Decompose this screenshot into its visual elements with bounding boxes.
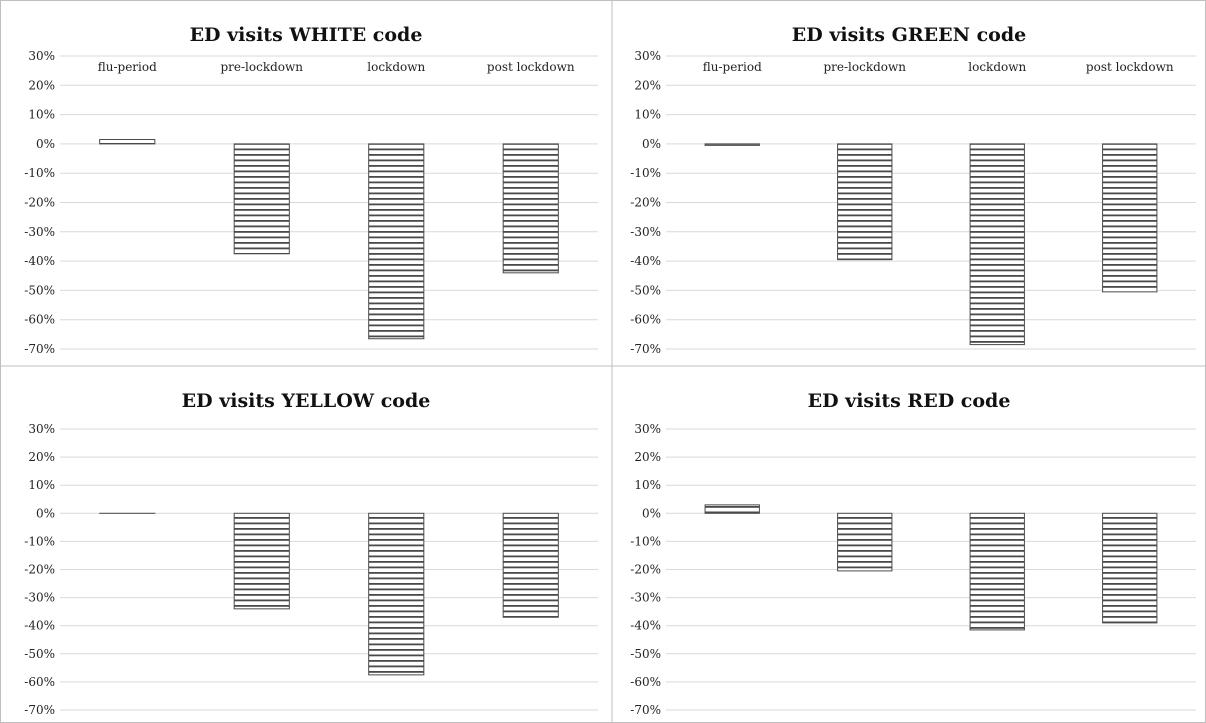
bar-post-lockdown: [502, 143, 559, 274]
chart-title: ED visits YELLOW code: [182, 390, 431, 412]
bar-lockdown: [368, 143, 425, 340]
y-tick-label: -30%: [24, 225, 55, 239]
category-label: pre-lockdown: [220, 60, 303, 74]
y-tick-label: 20%: [634, 450, 661, 464]
y-tick-label: -50%: [630, 283, 661, 297]
bar-flu-period: [99, 139, 156, 145]
y-tick-label: -30%: [24, 591, 55, 605]
y-tick-label: 10%: [634, 478, 661, 492]
y-tick-label: 0%: [36, 506, 55, 520]
y-tick-label: -70%: [630, 342, 661, 356]
y-tick-label: -10%: [24, 166, 55, 180]
y-tick-label: 30%: [634, 422, 661, 436]
y-tick-label: -30%: [630, 591, 661, 605]
chart-panel-3: ED visits YELLOW code 30% 20% 10% 0% -10% -20%…: [24, 390, 598, 717]
bar-flu-period: [704, 504, 760, 514]
y-tick-label: -10%: [630, 534, 661, 548]
y-tick-label: -20%: [630, 196, 661, 210]
y-tick-label: -20%: [24, 563, 55, 577]
y-tick-label: 0%: [642, 137, 661, 151]
bar-lockdown: [969, 143, 1025, 346]
bar-pre-lockdown: [837, 143, 893, 261]
y-tick-label: -20%: [24, 196, 55, 210]
y-tick-label: 20%: [634, 78, 661, 92]
bar-post-lockdown: [502, 512, 559, 618]
bar-pre-lockdown: [233, 143, 290, 255]
y-tick-label: 10%: [634, 108, 661, 122]
y-tick-label: -10%: [24, 534, 55, 548]
y-tick-label: 0%: [642, 506, 661, 520]
y-tick-label: 10%: [28, 478, 55, 492]
category-label: flu-period: [98, 60, 157, 74]
y-tick-label: 30%: [634, 49, 661, 63]
category-label: post lockdown: [1086, 60, 1174, 74]
y-tick-label: -60%: [630, 313, 661, 327]
y-tick-label: 30%: [28, 49, 55, 63]
y-tick-label: -10%: [630, 166, 661, 180]
category-label: post lockdown: [487, 60, 575, 74]
chart-title: ED visits WHITE code: [190, 24, 423, 46]
y-tick-label: -60%: [24, 675, 55, 689]
bar-post-lockdown: [1102, 512, 1158, 624]
y-tick-label: -40%: [24, 254, 55, 268]
y-tick-label: -70%: [630, 703, 661, 717]
y-tick-label: -60%: [24, 313, 55, 327]
bar-pre-lockdown: [233, 512, 290, 610]
y-tick-label: 0%: [36, 137, 55, 151]
bar-lockdown: [368, 512, 425, 676]
y-tick-label: -40%: [24, 619, 55, 633]
y-tick-label: -40%: [630, 254, 661, 268]
y-tick-label: -20%: [630, 563, 661, 577]
bar-pre-lockdown: [837, 512, 893, 572]
y-tick-label: -70%: [24, 342, 55, 356]
y-tick-label: -60%: [630, 675, 661, 689]
chart-title: ED visits GREEN code: [792, 24, 1026, 46]
bar-flu-period: [704, 143, 760, 146]
y-tick-label: -30%: [630, 225, 661, 239]
chart-panel-2: ED visits GREEN code 30% 20% 10% 0% -10% -20% -…: [630, 24, 1196, 356]
y-tick-label: 10%: [28, 108, 55, 122]
y-tick-label: -70%: [24, 703, 55, 717]
y-tick-label: 20%: [28, 78, 55, 92]
category-label: lockdown: [367, 60, 425, 74]
y-tick-label: -50%: [24, 283, 55, 297]
chart-panel-4: ED visits RED code 30% 20% 10% 0% -10% -20% -30…: [630, 390, 1196, 717]
chart-panel-1: ED visits WHITE code 30% 20% 10% 0% -10% -20% -…: [24, 24, 598, 356]
chart-title: ED visits RED code: [808, 390, 1011, 412]
category-label: lockdown: [968, 60, 1026, 74]
y-tick-label: 20%: [28, 450, 55, 464]
y-tick-label: -50%: [24, 647, 55, 661]
bar-lockdown: [969, 512, 1025, 631]
y-tick-label: -50%: [630, 647, 661, 661]
category-label: flu-period: [703, 60, 762, 74]
bar-post-lockdown: [1102, 143, 1158, 293]
category-label: pre-lockdown: [823, 60, 906, 74]
y-tick-label: -40%: [630, 619, 661, 633]
y-tick-label: 30%: [28, 422, 55, 436]
